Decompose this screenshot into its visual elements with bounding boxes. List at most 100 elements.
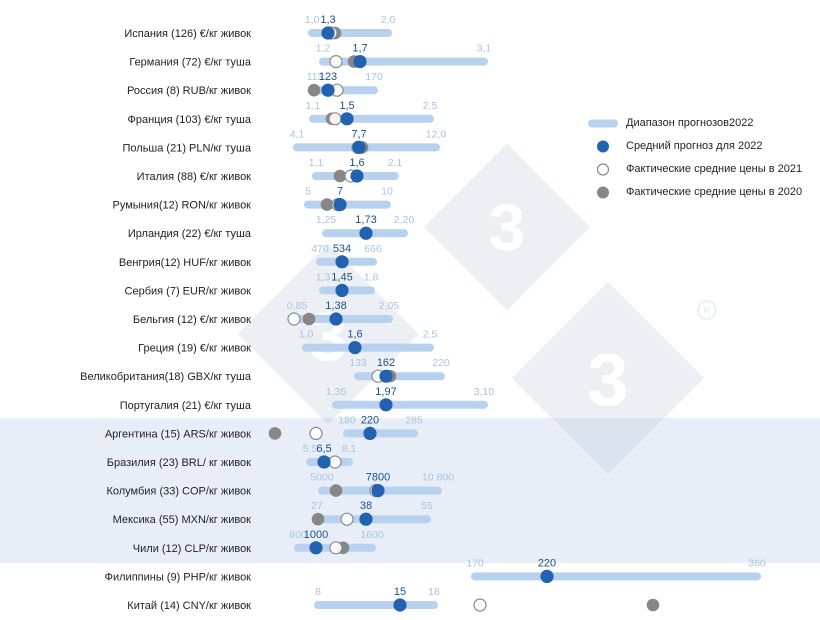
- chart-row: Румыния(12) RON/кг живок 5 10 7: [112, 186, 393, 212]
- actual-2020-point: [333, 169, 347, 183]
- range-min-label: 1,3: [316, 271, 331, 283]
- range-max-label: 10: [381, 186, 393, 198]
- row-label: Мексика (55) MXN/кг живок: [113, 514, 252, 526]
- actual-2021-point: [329, 541, 343, 555]
- forecast-avg-point: [348, 341, 362, 355]
- forecast-avg-label: 7800: [366, 472, 390, 484]
- range-min-label: 5: [305, 186, 311, 198]
- chart-row: Греция (19) €/кг живок 1,0 2,5 1,6: [138, 329, 437, 355]
- row-label: Греция (19) €/кг живок: [138, 343, 251, 355]
- range-max-label: 10 800: [422, 472, 454, 484]
- forecast-avg-point: [363, 426, 377, 440]
- forecast-avg-point: [540, 569, 554, 584]
- actual-2020-point: [329, 484, 343, 497]
- range-min-label: 180: [338, 414, 356, 426]
- range-max-label: 55: [421, 500, 433, 512]
- actual-2021-point: [340, 512, 354, 526]
- forecast-avg-label: 1,7: [352, 43, 367, 55]
- forecast-avg-label: 1000: [304, 529, 328, 541]
- range-max-label: 1,8: [364, 271, 379, 283]
- legend-item-range: Диапазон прогнозов2022: [588, 112, 814, 135]
- actual-2021-point: [473, 598, 487, 612]
- range-min-label: 27: [311, 500, 323, 512]
- range-max-label: 3,1: [477, 43, 492, 55]
- forecast-avg-point: [317, 455, 331, 469]
- legend-2020-swatch: [597, 186, 609, 199]
- row-label: Франция (103) €/кг туша: [127, 114, 251, 126]
- legend-2021-swatch: [596, 163, 610, 176]
- forecast-avg-label: 7: [337, 186, 343, 198]
- forecast-avg-label: 7,7: [351, 128, 366, 140]
- forecast-avg-label: 1,5: [339, 100, 354, 112]
- row-label: Россия (8) RUB/кг живок: [127, 85, 251, 97]
- range-max-label: 3,10: [474, 386, 495, 398]
- chart-row: Россия (8) RUB/кг живок 113 170 123: [127, 71, 383, 97]
- forecast-avg-label: 1,45: [331, 271, 352, 283]
- range-min-label: 1,35: [326, 386, 347, 398]
- forecast-avg-point: [335, 283, 349, 297]
- chart-row: Чили (12) CLP/кг живок 800 1600 1000: [133, 529, 384, 555]
- legend-2021-label: Фактические средние цены в 2021: [626, 163, 803, 175]
- forecast-avg-label: 38: [360, 500, 372, 512]
- actual-2020-point: [302, 312, 316, 326]
- forecast-avg-label: 1,6: [347, 329, 362, 341]
- chart-row: Ирландия (22) €/кг туша 1,25 2,20 1,73: [128, 214, 415, 240]
- chart-row: Китай (14) CNY/кг живок 8 18 15: [127, 586, 660, 612]
- chart-row: Великобритания(18) GBX/кг туша 133 220 162: [80, 357, 450, 383]
- range-max-label: 170: [365, 71, 383, 83]
- range-min-label: 113: [307, 71, 324, 83]
- chart-row: Италия (88) €/кг живок 1,1 2,1 1,6: [137, 157, 403, 183]
- legend-range-swatch: [588, 119, 618, 128]
- legend-item-actual-2020: Фактические средние цены в 2020: [588, 181, 814, 204]
- range-max-label: 360: [748, 557, 766, 569]
- forecast-avg-point: [379, 369, 393, 383]
- chart-rows: Испания (126) €/кг живок 1,0 2,0 1,3 Германи…: [80, 14, 766, 612]
- actual-2021-point: [329, 54, 343, 69]
- svg-text:3: 3: [489, 190, 526, 264]
- chart-row: Венгрия(12) HUF/кг живок 470 666 534: [119, 243, 382, 269]
- forecast-avg-point: [371, 484, 385, 498]
- forecast-avg-label: 1,6: [349, 157, 364, 169]
- range-min-label: 470: [311, 243, 329, 255]
- range-min-label: 133: [349, 357, 367, 369]
- forecast-avg-point: [340, 112, 354, 126]
- actual-2020-point: [268, 427, 282, 440]
- range-min-label: 1,1: [306, 100, 321, 112]
- legend-avg-swatch: [597, 140, 609, 153]
- chart-row: Испания (126) €/кг живок 1,0 2,0 1,3: [124, 14, 395, 40]
- forecast-avg-point: [359, 512, 373, 526]
- forecast-avg-point: [359, 226, 373, 240]
- chart-row: Филиппины (9) PHP/кг живок 170 360 220: [105, 557, 766, 583]
- row-label: Аргентина (15) ARS/кг живок: [105, 428, 251, 440]
- forecast-avg-label: 534: [333, 243, 351, 255]
- row-label: Ирландия (22) €/кг туша: [128, 228, 252, 240]
- chart-row: Польша (21) PLN/кг туша 4,1 12,0 7,7: [123, 128, 447, 154]
- forecast-avg-label: 162: [377, 357, 395, 369]
- range-min-label: 170: [466, 557, 484, 569]
- chart-row: Германия (72) €/кг туша 1,2 3,1 1,7: [129, 43, 491, 69]
- legend-range-label: Диапазон прогнозов2022: [626, 117, 754, 129]
- actual-2020-point: [307, 83, 321, 97]
- row-label: Германия (72) €/кг туша: [129, 57, 252, 69]
- range-max-label: 666: [364, 243, 382, 255]
- chart-row: Мексика (55) MXN/кг живок 27 55 38: [113, 500, 433, 526]
- chart-row: Португалия (21) €/кг туша 1,35 3,10 1,97: [120, 386, 495, 412]
- range-min-label: 1,0: [305, 14, 320, 26]
- actual-2021-point: [328, 455, 342, 469]
- row-label: Румыния(12) RON/кг живок: [112, 200, 251, 212]
- forecast-avg-label: 1,97: [375, 386, 396, 398]
- row-label: Филиппины (9) PHP/кг живок: [105, 571, 252, 583]
- forecast-avg-point: [353, 55, 367, 69]
- range-max-label: 2,20: [394, 214, 415, 226]
- range-max-label: 1600: [360, 529, 384, 541]
- forecast-avg-label: 220: [361, 414, 379, 426]
- forecast-avg-point: [321, 26, 335, 40]
- forecast-avg-point: [350, 169, 364, 183]
- legend-avg-label: Средний прогноз для 2022: [626, 140, 763, 152]
- range-max-label: 220: [432, 357, 450, 369]
- range-min-label: 1,2: [316, 43, 331, 55]
- row-label: Венгрия(12) HUF/кг живок: [119, 257, 251, 269]
- forecast-avg-point: [335, 255, 349, 269]
- legend-item-avg-2022: Средний прогноз для 2022: [588, 135, 814, 158]
